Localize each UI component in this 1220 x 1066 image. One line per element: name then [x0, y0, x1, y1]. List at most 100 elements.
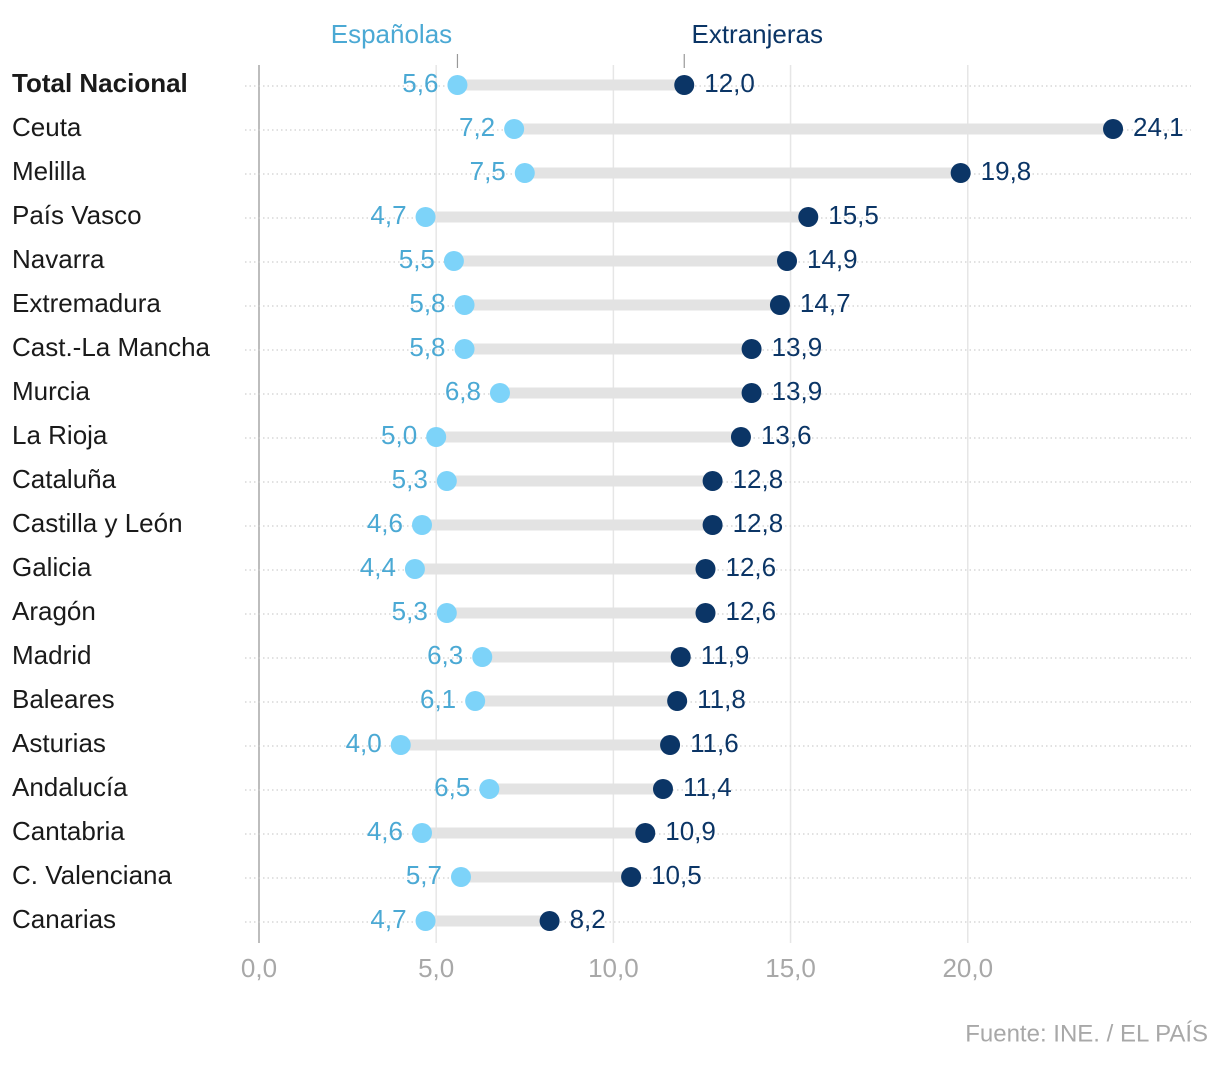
dot — [450, 867, 471, 887]
dot — [1103, 119, 1124, 139]
dot — [436, 603, 457, 623]
value-label: 5,0 — [381, 420, 417, 450]
category-label: Cantabria — [12, 816, 125, 846]
value-label: 12,0 — [704, 68, 755, 98]
source: Fuente: INE. / EL PAÍS — [965, 1020, 1208, 1047]
category-label: Madrid — [12, 640, 91, 670]
category-label: Baleares — [12, 684, 115, 714]
x-tick-label: 20,0 — [942, 953, 993, 983]
value-label: 6,3 — [427, 640, 463, 670]
dot — [667, 691, 688, 711]
value-label: 4,0 — [346, 728, 382, 758]
dot — [426, 427, 447, 447]
value-label: 13,9 — [772, 332, 823, 362]
value-label: 6,1 — [420, 684, 456, 714]
category-label: Melilla — [12, 156, 86, 186]
value-label: 5,8 — [409, 332, 445, 362]
value-label: 12,8 — [733, 508, 784, 538]
dot — [454, 339, 475, 359]
category-label: C. Valenciana — [12, 860, 172, 890]
category-label: Aragón — [12, 596, 96, 626]
dot — [412, 515, 433, 535]
x-tick-label: 5,0 — [418, 953, 454, 983]
dot — [635, 823, 656, 843]
value-label: 6,5 — [434, 772, 470, 802]
dot — [741, 339, 762, 359]
dot — [702, 515, 723, 535]
dot — [741, 383, 762, 403]
category-label: Navarra — [12, 244, 105, 274]
dot — [390, 735, 411, 755]
dot — [652, 779, 673, 799]
value-label: 4,7 — [370, 200, 406, 230]
category-label: Asturias — [12, 728, 106, 758]
value-label: 14,9 — [807, 244, 858, 274]
value-label: 19,8 — [981, 156, 1032, 186]
dot — [670, 647, 691, 667]
value-label: 14,7 — [800, 288, 851, 318]
dot — [702, 471, 723, 491]
category-label: Canarias — [12, 904, 116, 934]
value-label: 13,6 — [761, 420, 812, 450]
category-label: Galicia — [12, 552, 92, 582]
dot — [539, 911, 560, 931]
value-label: 5,7 — [406, 860, 442, 890]
legend-label: Extranjeras — [691, 19, 823, 49]
value-label: 6,8 — [445, 376, 481, 406]
dot — [415, 207, 436, 227]
category-label: Cast.-La Mancha — [12, 332, 211, 362]
dot — [798, 207, 819, 227]
x-tick-label: 10,0 — [588, 953, 639, 983]
dot — [730, 427, 751, 447]
category-label: Cataluña — [12, 464, 117, 494]
dot — [769, 295, 790, 315]
dot — [404, 559, 425, 579]
value-label: 12,6 — [726, 552, 777, 582]
x-tick-label: 0,0 — [241, 953, 277, 983]
legend-label: Españolas — [331, 19, 452, 49]
value-label: 10,5 — [651, 860, 702, 890]
dot — [472, 647, 493, 667]
value-label: 5,5 — [399, 244, 435, 274]
dot — [695, 559, 716, 579]
value-label: 7,2 — [459, 112, 495, 142]
value-label: 11,4 — [683, 772, 732, 802]
category-label: Murcia — [12, 376, 91, 406]
value-label: 4,6 — [367, 508, 403, 538]
category-label: Castilla y León — [12, 508, 183, 538]
value-label: 11,6 — [690, 728, 739, 758]
dot — [674, 75, 695, 95]
dot — [489, 383, 510, 403]
value-label: 13,9 — [772, 376, 823, 406]
dot — [415, 911, 436, 931]
category-label: Ceuta — [12, 112, 82, 142]
value-label: 4,6 — [367, 816, 403, 846]
value-label: 12,6 — [726, 596, 777, 626]
value-label: 11,8 — [697, 684, 746, 714]
dot — [454, 295, 475, 315]
value-label: 11,9 — [701, 640, 750, 670]
dot — [950, 163, 971, 183]
category-label: Extremadura — [12, 288, 161, 318]
value-label: 10,9 — [665, 816, 716, 846]
value-label: 15,5 — [828, 200, 879, 230]
dot — [479, 779, 500, 799]
dot — [447, 75, 468, 95]
value-label: 5,3 — [392, 596, 428, 626]
dot — [660, 735, 681, 755]
value-label: 7,5 — [470, 156, 506, 186]
value-label: 12,8 — [733, 464, 784, 494]
dot — [514, 163, 535, 183]
value-label: 5,6 — [402, 68, 438, 98]
category-label: La Rioja — [12, 420, 108, 450]
dot — [504, 119, 525, 139]
dot — [777, 251, 798, 271]
value-label: 4,7 — [370, 904, 406, 934]
dot — [443, 251, 464, 271]
category-label: Total Nacional — [12, 68, 188, 98]
value-label: 5,8 — [409, 288, 445, 318]
value-label: 24,1 — [1133, 112, 1184, 142]
value-label: 4,4 — [360, 552, 396, 582]
